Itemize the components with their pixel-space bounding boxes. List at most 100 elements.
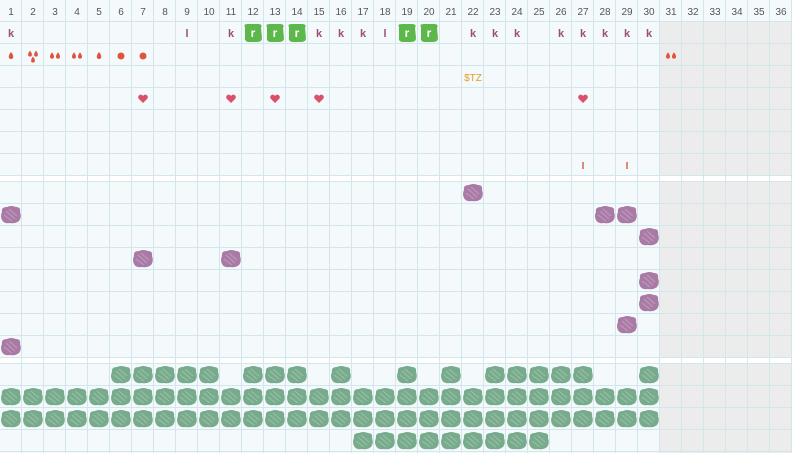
green-blob-marker[interactable] [551,388,571,406]
single-drop-icon[interactable] [96,52,102,59]
green-blob-marker[interactable] [375,388,395,406]
green-blob-marker[interactable] [1,388,21,406]
green-blob-marker[interactable] [89,388,109,406]
k-marker[interactable]: k [8,28,15,40]
dot-icon[interactable] [139,52,147,60]
green-blob-marker[interactable] [441,410,461,428]
column-header-label[interactable]: 9 [184,7,190,18]
green-blob-marker[interactable] [155,388,175,406]
column-header-label[interactable]: 36 [775,7,787,18]
k-marker[interactable]: k [316,28,323,40]
column-header-label[interactable]: 5 [96,7,102,18]
green-blob-marker[interactable] [375,410,395,428]
purple-blob-marker[interactable] [639,272,659,290]
green-blob-marker[interactable] [485,410,505,428]
r-marker[interactable]: r [398,24,416,42]
column-header-label[interactable]: 18 [379,7,391,18]
green-blob-marker[interactable] [309,388,329,406]
green-blob-marker[interactable] [177,388,197,406]
green-blob-marker[interactable] [111,388,131,406]
double-drop-icon[interactable] [665,52,677,59]
column-header-label[interactable]: 19 [401,7,413,18]
column-header-label[interactable]: 21 [445,7,457,18]
green-blob-marker[interactable] [67,410,87,428]
column-header-label[interactable]: 31 [665,7,677,18]
column-header-label[interactable]: 34 [731,7,743,18]
green-blob-marker[interactable] [551,410,571,428]
k-marker[interactable]: k [338,28,345,40]
green-blob-marker[interactable] [243,366,263,384]
column-header-label[interactable]: 22 [467,7,479,18]
green-blob-marker[interactable] [287,410,307,428]
heart-icon[interactable] [138,94,148,103]
green-blob-marker[interactable] [639,366,659,384]
column-header-label[interactable]: 27 [577,7,589,18]
green-blob-marker[interactable] [441,432,461,450]
green-blob-marker[interactable] [67,388,87,406]
green-blob-marker[interactable] [529,366,549,384]
green-blob-marker[interactable] [265,388,285,406]
column-header-label[interactable]: 14 [291,7,303,18]
k-marker[interactable]: k [514,28,521,40]
k-marker[interactable]: k [470,28,477,40]
green-blob-marker[interactable] [485,388,505,406]
green-blob-marker[interactable] [573,366,593,384]
green-blob-marker[interactable] [507,432,527,450]
green-blob-marker[interactable] [199,410,219,428]
purple-blob-marker[interactable] [221,250,241,268]
green-blob-marker[interactable] [419,432,439,450]
green-blob-marker[interactable] [111,366,131,384]
green-blob-marker[interactable] [309,410,329,428]
heart-icon[interactable] [314,94,324,103]
green-blob-marker[interactable] [23,388,43,406]
k-marker[interactable]: k [360,28,367,40]
green-blob-marker[interactable] [441,388,461,406]
green-blob-marker[interactable] [485,432,505,450]
green-blob-marker[interactable] [353,410,373,428]
green-blob-marker[interactable] [89,410,109,428]
green-blob-marker[interactable] [463,410,483,428]
column-header-label[interactable]: 28 [599,7,611,18]
green-blob-marker[interactable] [287,388,307,406]
green-blob-marker[interactable] [331,388,351,406]
green-blob-marker[interactable] [463,432,483,450]
green-blob-marker[interactable] [529,432,549,450]
column-header-label[interactable]: 26 [555,7,567,18]
l-marker[interactable]: l [185,28,188,40]
triple-drop-icon[interactable] [28,50,38,63]
k-marker[interactable]: k [602,28,609,40]
purple-blob-marker[interactable] [639,228,659,246]
r-marker[interactable]: r [266,24,284,42]
r-marker[interactable]: r [288,24,306,42]
double-drop-icon[interactable] [49,52,61,59]
tz-label[interactable]: $TZ [464,73,482,84]
column-header-label[interactable]: 16 [335,7,347,18]
green-blob-marker[interactable] [617,410,637,428]
green-blob-marker[interactable] [221,410,241,428]
k-marker[interactable]: k [228,28,235,40]
green-blob-marker[interactable] [221,388,241,406]
column-header-label[interactable]: 15 [313,7,325,18]
column-header-label[interactable]: 29 [621,7,633,18]
column-header-label[interactable]: 17 [357,7,369,18]
purple-blob-marker[interactable] [617,206,637,224]
green-blob-marker[interactable] [331,410,351,428]
green-blob-marker[interactable] [419,388,439,406]
green-blob-marker[interactable] [573,410,593,428]
purple-blob-marker[interactable] [595,206,615,224]
green-blob-marker[interactable] [397,432,417,450]
green-blob-marker[interactable] [45,388,65,406]
green-blob-marker[interactable] [133,388,153,406]
green-blob-marker[interactable] [45,410,65,428]
green-blob-marker[interactable] [419,410,439,428]
green-blob-marker[interactable] [133,410,153,428]
green-blob-marker[interactable] [595,388,615,406]
green-blob-marker[interactable] [397,410,417,428]
tick-marker[interactable]: I [626,161,629,172]
column-header-label[interactable]: 33 [709,7,721,18]
green-blob-marker[interactable] [507,366,527,384]
green-blob-marker[interactable] [529,388,549,406]
l-marker[interactable]: l [383,28,386,40]
column-header-label[interactable]: 20 [423,7,435,18]
column-header-label[interactable]: 23 [489,7,501,18]
